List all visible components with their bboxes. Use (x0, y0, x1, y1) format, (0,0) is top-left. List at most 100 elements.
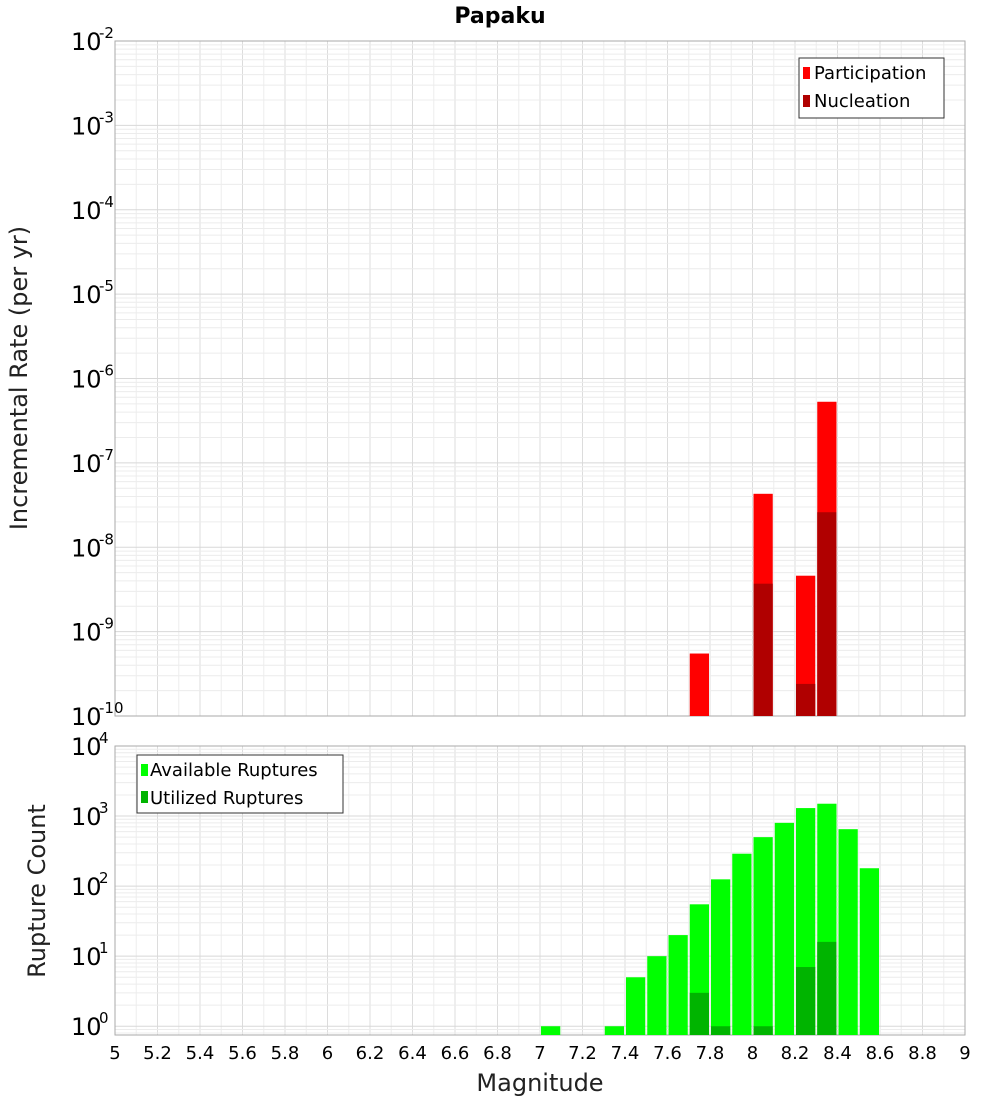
x-tick-label: 8.4 (823, 1043, 852, 1064)
participation-legend-label: Participation (814, 63, 926, 84)
rate-panel: 10-210-310-410-510-610-710-810-910-10 In… (5, 24, 966, 731)
count-legend-box (136, 754, 344, 814)
chart-title: Papaku (454, 4, 545, 29)
y-tick-exponent: -4 (99, 193, 114, 211)
count-y-axis-label: Rupture Count (23, 804, 51, 978)
count-legend: Available Ruptures Utilized Ruptures (136, 754, 344, 814)
bar-nucleation (753, 583, 773, 716)
x-tick-label: 5.4 (186, 1043, 215, 1064)
rate-bars (689, 401, 837, 716)
x-ticks: 5 5.2 5.4 5.6 5.8 6 6.2 6.4 6.6 6.8 7 7.2 7.4 7.6 7.8 8… (109, 1043, 970, 1064)
y-tick-base: 10 (71, 366, 102, 394)
rate-legend: Participation Nucleation (798, 57, 945, 119)
rate-legend-box (798, 57, 945, 119)
x-tick-label: 7.4 (611, 1043, 640, 1064)
y-tick-exponent: -7 (99, 446, 114, 464)
y-tick-label: 10-4 (71, 193, 114, 225)
x-tick-label: 5 (109, 1043, 120, 1064)
y-tick-label: 10-8 (71, 530, 114, 562)
bar-available-ruptures (647, 956, 667, 1035)
y-tick-base: 10 (71, 534, 102, 562)
y-tick-exponent: -6 (99, 362, 114, 380)
x-tick-label: 7 (534, 1043, 545, 1064)
y-tick-label: 102 (71, 869, 109, 901)
utilized-ruptures-legend-label: Utilized Ruptures (150, 788, 303, 809)
participation-legend-swatch (803, 67, 810, 79)
bar-available-ruptures (604, 1026, 624, 1035)
x-tick-label: 8 (747, 1043, 758, 1064)
bar-utilized-ruptures (753, 1026, 773, 1035)
rate-y-axis-label: Incremental Rate (per yr) (5, 226, 33, 530)
bar-available-ruptures (774, 822, 794, 1035)
y-tick-base: 10 (71, 1013, 102, 1041)
y-tick-label: 10-9 (71, 615, 114, 647)
y-tick-label: 10-7 (71, 446, 114, 478)
y-tick-exponent: 4 (99, 729, 109, 747)
bar-available-ruptures (753, 837, 773, 1035)
y-tick-label: 10-2 (71, 24, 114, 56)
y-tick-base: 10 (71, 281, 102, 309)
x-tick-label: 9 (959, 1043, 970, 1064)
x-tick-label: 8.6 (866, 1043, 895, 1064)
count-plot-area (114, 745, 966, 1036)
nucleation-legend-swatch (803, 95, 810, 107)
utilized-ruptures-legend-swatch (141, 791, 148, 803)
y-tick-exponent: 3 (99, 799, 109, 817)
bar-available-ruptures (838, 829, 858, 1035)
x-tick-label: 5.2 (143, 1043, 172, 1064)
y-tick-base: 10 (71, 733, 102, 761)
bar-participation (689, 653, 709, 716)
bar-available-ruptures (668, 935, 688, 1035)
y-tick-exponent: -9 (99, 615, 114, 633)
x-tick-label: 6 (322, 1043, 333, 1064)
y-tick-base: 10 (71, 112, 102, 140)
x-tick-label: 7.8 (696, 1043, 725, 1064)
x-tick-label: 6.4 (398, 1043, 427, 1064)
y-tick-base: 10 (71, 28, 102, 56)
y-tick-exponent: -8 (99, 530, 114, 548)
x-tick-label: 5.6 (228, 1043, 257, 1064)
rate-grid (114, 41, 966, 717)
y-tick-exponent: -5 (99, 277, 114, 295)
y-tick-label: 103 (71, 799, 109, 831)
x-tick-label: 6.2 (356, 1043, 385, 1064)
bar-available-ruptures (541, 1026, 561, 1035)
y-tick-exponent: 0 (99, 1009, 109, 1027)
x-tick-label: 7.2 (568, 1043, 597, 1064)
y-tick-base: 10 (71, 803, 102, 831)
x-tick-label: 6.6 (441, 1043, 470, 1064)
rate-y-ticks: 10-210-310-410-510-610-710-810-910-10 (71, 24, 124, 731)
y-tick-label: 10-6 (71, 362, 114, 394)
y-tick-exponent: -10 (99, 699, 124, 717)
y-tick-exponent: -3 (99, 108, 114, 126)
count-bars (541, 803, 879, 1035)
bar-participation (796, 575, 816, 716)
y-tick-base: 10 (71, 873, 102, 901)
x-tick-label: 8.8 (908, 1043, 937, 1064)
available-ruptures-legend-swatch (141, 764, 148, 776)
y-tick-exponent: 2 (99, 869, 109, 887)
x-tick-label: 7.6 (653, 1043, 682, 1064)
x-tick-label: 5.8 (271, 1043, 300, 1064)
bar-available-ruptures (711, 879, 731, 1035)
x-tick-label: 8.2 (781, 1043, 810, 1064)
bar-nucleation (796, 683, 816, 716)
bar-utilized-ruptures (711, 1026, 731, 1035)
y-tick-base: 10 (71, 619, 102, 647)
y-tick-label: 10-10 (71, 699, 124, 731)
y-tick-label: 101 (71, 939, 109, 971)
bar-utilized-ruptures (689, 992, 709, 1035)
y-tick-exponent: -2 (99, 24, 114, 42)
y-tick-base: 10 (71, 197, 102, 225)
y-tick-exponent: 1 (99, 939, 109, 957)
y-tick-label: 10-5 (71, 277, 114, 309)
x-tick-label: 6.8 (483, 1043, 512, 1064)
bar-utilized-ruptures (817, 941, 837, 1035)
y-tick-base: 10 (71, 943, 102, 971)
rate-plot-area (114, 40, 966, 717)
bar-available-ruptures (732, 853, 752, 1035)
nucleation-legend-label: Nucleation (814, 91, 910, 112)
